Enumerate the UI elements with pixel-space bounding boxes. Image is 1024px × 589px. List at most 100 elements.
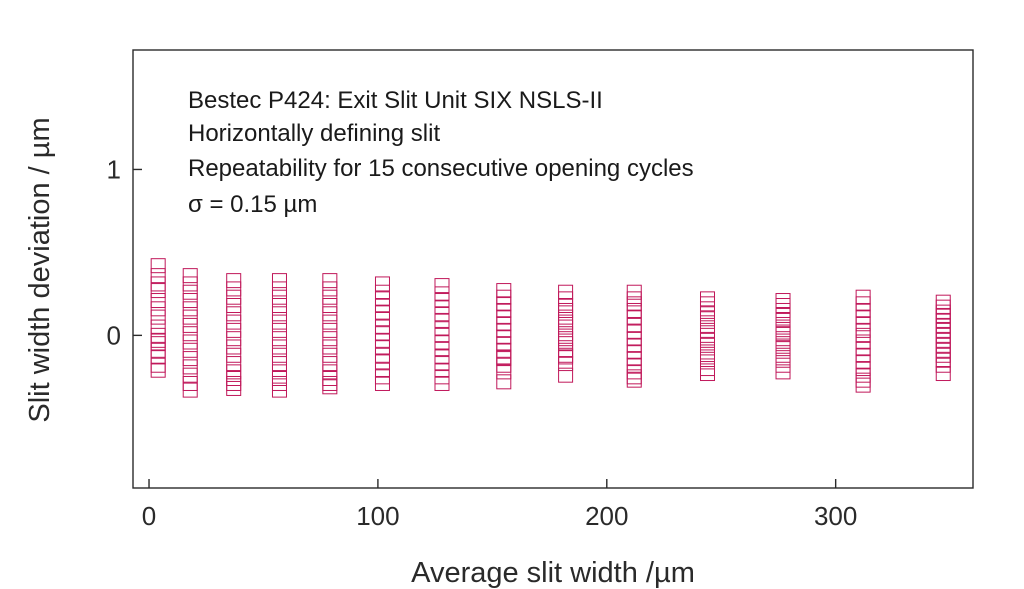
data-point-8-14 xyxy=(558,367,574,383)
annotation-line-3: Repeatability for 15 consecutive opening… xyxy=(188,155,694,182)
data-point-1-10 xyxy=(182,351,198,367)
data-point-4-8 xyxy=(322,339,338,355)
axis-ticks xyxy=(133,168,837,488)
data-point-11-2 xyxy=(775,302,791,318)
data-point-9-14 xyxy=(626,372,642,388)
data-point-4-7 xyxy=(322,331,338,347)
data-point-5-11 xyxy=(374,354,390,370)
x-tick-label: 100 xyxy=(356,501,399,531)
data-point-3-7 xyxy=(271,331,287,347)
data-point-3-4 xyxy=(271,306,287,322)
data-point-0-13 xyxy=(150,283,166,299)
annotation-line-1: Bestec P424: Exit Slit Unit SIX NSLS-II xyxy=(188,87,603,114)
data-point-3-9 xyxy=(271,347,287,363)
data-point-13-2 xyxy=(935,304,951,320)
data-point-2-8 xyxy=(226,339,242,355)
data-point-0-14 xyxy=(150,332,166,348)
data-point-0-7 xyxy=(150,327,166,343)
data-point-6-14 xyxy=(434,375,450,391)
data-point-13-0 xyxy=(935,294,951,310)
data-point-13-1 xyxy=(935,299,951,315)
data-point-4-4 xyxy=(322,306,338,322)
data-point-13-9 xyxy=(935,337,951,353)
x-tick-label: 300 xyxy=(814,501,857,531)
data-point-1-5 xyxy=(182,309,198,325)
data-point-7-13 xyxy=(496,364,512,380)
data-point-2-4 xyxy=(226,306,242,322)
x-tick-label: 0 xyxy=(142,501,156,531)
data-point-10-14 xyxy=(699,366,715,382)
data-point-0-0 xyxy=(150,258,166,274)
data-point-5-9 xyxy=(374,339,390,355)
annotation-line-4: σ = 0.15 µm xyxy=(188,191,317,218)
data-point-2-6 xyxy=(226,322,242,338)
data-point-2-0 xyxy=(226,273,242,289)
data-point-1-4 xyxy=(182,301,198,317)
data-point-0-6 xyxy=(150,319,166,335)
data-point-2-3 xyxy=(226,298,242,313)
annotation-line-2: Horizontally defining slit xyxy=(188,120,440,147)
data-point-0-11 xyxy=(150,357,166,373)
data-point-1-7 xyxy=(182,326,198,342)
data-point-2-14 xyxy=(226,380,242,396)
data-point-0-12 xyxy=(150,362,166,378)
data-point-11-14 xyxy=(775,364,791,380)
data-point-4-1 xyxy=(322,281,338,297)
plot-frame xyxy=(132,49,974,489)
data-point-2-5 xyxy=(226,314,242,330)
data-point-1-3 xyxy=(182,293,198,309)
data-point-1-0 xyxy=(182,268,198,284)
x-axis-label: Average slit width /µm xyxy=(411,557,695,589)
data-point-4-14 xyxy=(322,379,338,395)
data-point-0-3 xyxy=(150,293,166,309)
data-point-4-9 xyxy=(322,347,338,363)
data-point-1-12 xyxy=(182,367,198,383)
data-point-0-1 xyxy=(150,268,166,284)
data-point-4-6 xyxy=(322,322,338,338)
data-point-10-1 xyxy=(699,296,715,312)
data-point-13-12 xyxy=(935,352,951,368)
data-point-4-2 xyxy=(322,289,338,305)
data-point-3-2 xyxy=(271,289,287,305)
data-point-11-1 xyxy=(775,298,791,313)
y-tick-label: 0 xyxy=(107,320,121,350)
data-point-3-0 xyxy=(271,273,287,289)
y-axis-label: Slit width deviation / µm xyxy=(24,117,56,422)
data-point-0-5 xyxy=(150,309,166,325)
data-point-13-14 xyxy=(935,366,951,382)
data-point-1-11 xyxy=(182,359,198,375)
data-point-4-0 xyxy=(322,273,338,289)
data-point-6-9 xyxy=(434,341,450,357)
data-point-10-7 xyxy=(699,327,715,343)
data-point-0-10 xyxy=(150,349,166,365)
data-point-8-13 xyxy=(558,356,574,372)
data-point-13-6 xyxy=(935,322,951,338)
data-point-4-5 xyxy=(322,314,338,330)
data-point-13-11 xyxy=(935,347,951,363)
data-point-5-14 xyxy=(374,375,390,391)
data-point-5-0 xyxy=(374,276,390,292)
data-point-1-8 xyxy=(182,334,198,350)
data-point-3-3 xyxy=(271,298,287,313)
data-point-10-2 xyxy=(699,301,715,317)
y-tick-label: 1 xyxy=(107,154,121,184)
data-point-2-10 xyxy=(226,356,242,372)
data-point-1-9 xyxy=(182,342,198,358)
data-point-7-14 xyxy=(496,374,512,390)
data-point-13-8 xyxy=(935,332,951,348)
x-tick-label: 200 xyxy=(585,501,628,531)
data-point-2-7 xyxy=(226,331,242,347)
data-point-2-2 xyxy=(226,289,242,305)
data-markers xyxy=(150,258,951,398)
data-point-12-14 xyxy=(855,377,871,393)
data-point-6-0 xyxy=(434,278,450,294)
data-point-1-6 xyxy=(182,317,198,333)
data-point-13-3 xyxy=(935,307,951,323)
data-point-13-13 xyxy=(935,357,951,373)
data-point-4-10 xyxy=(322,356,338,372)
data-point-13-7 xyxy=(935,327,951,343)
data-point-2-1 xyxy=(226,281,242,297)
data-point-3-14 xyxy=(271,382,287,398)
data-point-2-9 xyxy=(226,347,242,363)
